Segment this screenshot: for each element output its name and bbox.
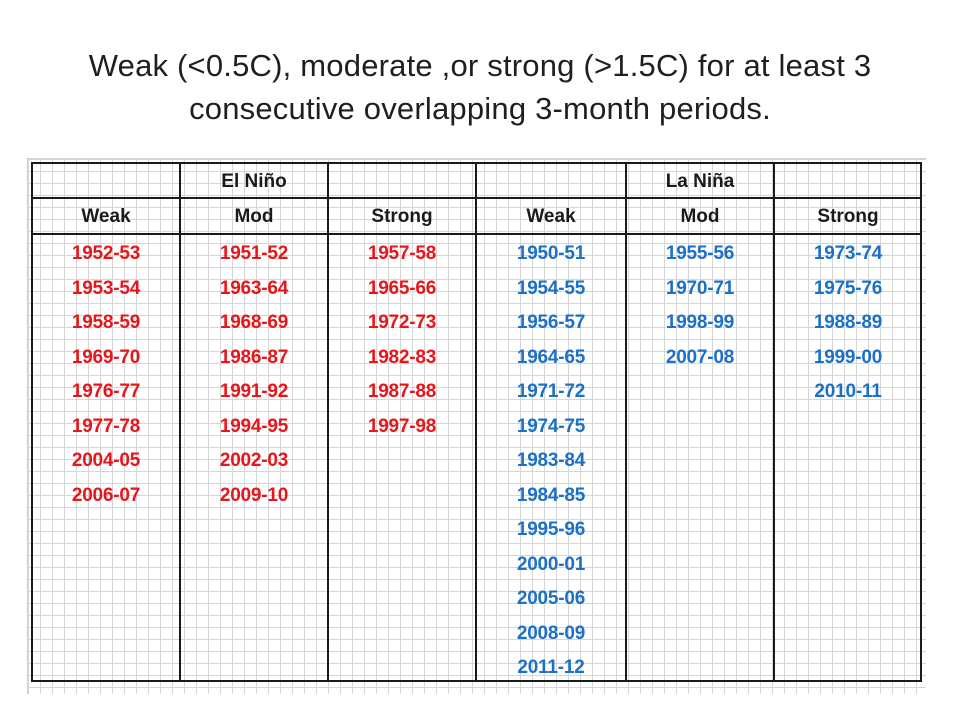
year-cell: 1991-92 xyxy=(219,381,289,402)
year-cell: 1984-85 xyxy=(516,484,586,506)
column-header-el-nino-weak: Weak xyxy=(81,206,131,227)
year-cell: 1976-77 xyxy=(71,381,141,402)
year-cell: 1954-55 xyxy=(516,277,586,299)
year-cell: 2010-11 xyxy=(814,381,882,402)
year-cell: 1969-70 xyxy=(71,346,141,368)
year-cell: 1995-96 xyxy=(516,519,586,540)
column-header-el-nino-strong: Strong xyxy=(371,206,433,227)
column-divider xyxy=(773,162,775,682)
year-cell: 2006-07 xyxy=(71,484,141,506)
group-header-rule xyxy=(31,197,922,199)
year-cell: 1998-99 xyxy=(665,312,735,333)
column-header-la-nina-strong: Strong xyxy=(817,206,879,227)
year-cell: 1972-73 xyxy=(367,312,437,333)
el-nino-weak-years: 1952-53 1953-54 1958-59 1969-70 1976-77 1977-… xyxy=(33,237,179,513)
year-cell: 1951-52 xyxy=(219,243,289,264)
table-border-bottom xyxy=(31,680,922,682)
year-cell: 1964-65 xyxy=(516,346,586,368)
year-cell: 1975-76 xyxy=(813,277,883,299)
table-border-left xyxy=(31,162,33,682)
title-line-2: consecutive overlapping 3-month periods. xyxy=(189,91,771,126)
year-cell: 1957-58 xyxy=(367,243,437,264)
year-cell: 1983-84 xyxy=(516,450,586,471)
year-cell: 1987-88 xyxy=(367,381,437,402)
enso-classification-table: El Niño La Niña Weak Mod Strong Weak Mod… xyxy=(27,158,926,694)
la-nina-weak-years: 1950-51 1954-55 1956-57 1964-65 1971-72 1974-… xyxy=(478,237,624,686)
la-nina-mod-years: 1955-56 1970-71 1998-99 2007-08 xyxy=(627,237,773,375)
column-divider xyxy=(179,162,181,682)
year-cell: 2008-09 xyxy=(516,622,586,644)
year-cell: 1999-00 xyxy=(813,346,883,368)
el-nino-strong-years: 1957-58 1965-66 1972-73 1982-83 1987-88 1997-… xyxy=(329,237,475,444)
slide-title: Weak (<0.5C), moderate ,or strong (>1.5C… xyxy=(30,44,930,130)
year-cell: 1974-75 xyxy=(516,415,586,437)
year-cell: 1955-56 xyxy=(665,243,735,264)
column-divider xyxy=(625,162,627,682)
column-header-la-nina-mod: Mod xyxy=(680,206,720,227)
year-cell: 1982-83 xyxy=(367,346,437,368)
column-divider xyxy=(327,162,329,682)
table-border-top xyxy=(31,162,922,164)
year-cell: 1997-98 xyxy=(367,415,437,437)
year-cell: 2004-05 xyxy=(71,450,141,471)
year-cell: 2002-03 xyxy=(219,450,289,471)
year-cell: 2007-08 xyxy=(665,346,735,368)
la-nina-strong-years: 1973-74 1975-76 1988-89 1999-00 2010-11 xyxy=(775,237,921,410)
column-divider xyxy=(475,162,477,682)
year-cell: 1988-89 xyxy=(813,312,883,333)
year-cell: 1953-54 xyxy=(71,277,141,299)
year-cell: 1994-95 xyxy=(219,415,289,437)
year-cell: 1965-66 xyxy=(367,277,437,299)
title-line-1: Weak (<0.5C), moderate ,or strong (>1.5C… xyxy=(88,48,872,83)
year-cell: 1950-51 xyxy=(516,243,586,264)
year-cell: 1970-71 xyxy=(665,277,735,299)
year-cell: 1986-87 xyxy=(219,346,289,368)
year-cell: 1956-57 xyxy=(516,312,586,333)
year-cell: 2005-06 xyxy=(516,588,586,609)
year-cell: 2000-01 xyxy=(516,553,586,575)
year-cell: 1963-64 xyxy=(219,277,289,299)
year-cell: 1952-53 xyxy=(71,243,141,264)
column-header-el-nino-mod: Mod xyxy=(234,206,274,227)
group-header-la-nina: La Niña xyxy=(665,171,735,192)
year-cell: 2009-10 xyxy=(219,484,289,506)
year-cell: 2011-12 xyxy=(517,657,585,678)
year-cell: 1973-74 xyxy=(813,243,883,264)
year-cell: 1968-69 xyxy=(219,312,289,333)
year-cell: 1958-59 xyxy=(71,312,141,333)
el-nino-mod-years: 1951-52 1963-64 1968-69 1986-87 1991-92 1994-… xyxy=(181,237,327,513)
group-header-el-nino: El Niño xyxy=(221,171,287,192)
table-border-right xyxy=(920,162,922,682)
column-header-rule xyxy=(31,233,922,235)
year-cell: 1977-78 xyxy=(71,415,141,437)
column-header-la-nina-weak: Weak xyxy=(526,206,576,227)
year-cell: 1971-72 xyxy=(516,381,586,402)
